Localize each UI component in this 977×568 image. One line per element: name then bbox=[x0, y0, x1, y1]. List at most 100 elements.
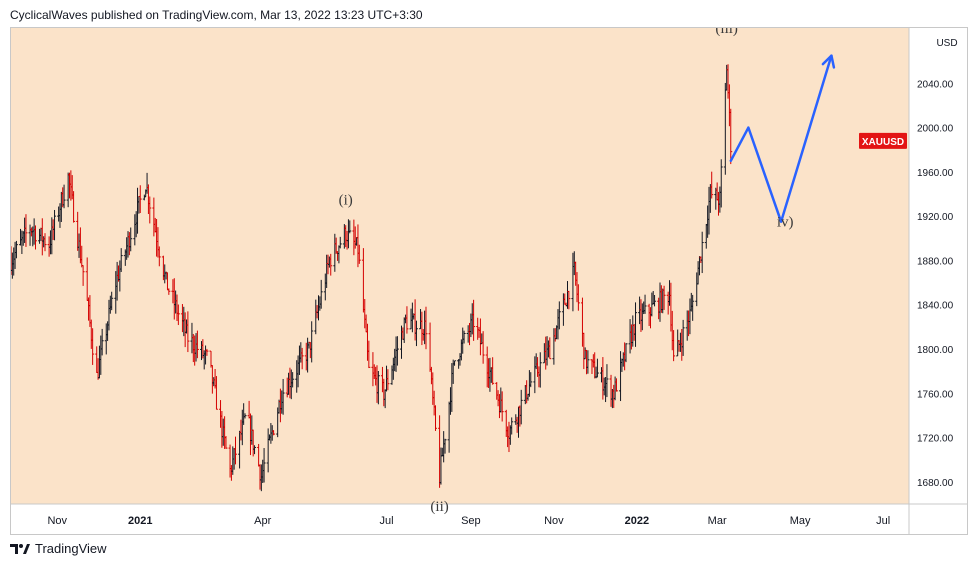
ohlc-bar bbox=[81, 264, 85, 286]
ohlc-bar bbox=[205, 348, 209, 356]
y-tick-label: 2000.00 bbox=[917, 124, 954, 135]
x-tick-label: Apr bbox=[254, 515, 271, 527]
ohlc-bar bbox=[167, 288, 171, 295]
y-tick-label: 1760.00 bbox=[917, 389, 954, 400]
ohlc-bar bbox=[672, 330, 676, 362]
x-tick-label: Jul bbox=[876, 515, 890, 527]
ohlc-bar bbox=[14, 240, 18, 259]
ohlc-bar bbox=[348, 220, 352, 234]
symbol-price-tag bbox=[859, 132, 907, 149]
x-tick-label: Mar bbox=[708, 515, 727, 527]
ohlc-bar bbox=[557, 301, 561, 330]
ohlc-bar bbox=[319, 279, 323, 309]
ohlc-bar bbox=[643, 294, 647, 314]
y-tick-label: 1920.00 bbox=[917, 212, 954, 223]
x-tick-label: Nov bbox=[544, 515, 564, 527]
ohlc-bar bbox=[138, 185, 142, 213]
ohlc-bar bbox=[110, 291, 114, 311]
symbol-label: XAUUSD bbox=[862, 137, 904, 148]
ohlc-bar bbox=[300, 347, 304, 370]
ohlc-bar bbox=[691, 294, 695, 321]
ohlc-bar bbox=[129, 227, 133, 252]
ohlc-bar bbox=[281, 378, 285, 415]
ohlc-bar bbox=[653, 295, 657, 307]
ohlc-bar bbox=[681, 319, 685, 356]
wave-label: (iii) bbox=[715, 28, 738, 37]
y-tick-label: 1880.00 bbox=[917, 256, 954, 267]
ohlc-bar bbox=[538, 352, 542, 388]
ohlc-bar bbox=[519, 389, 523, 425]
ohlc-bar bbox=[481, 331, 485, 364]
ohlc-bar bbox=[624, 343, 628, 363]
ohlc-bar bbox=[234, 436, 237, 465]
ohlc-bar bbox=[72, 191, 76, 223]
ohlc-bar bbox=[595, 358, 599, 378]
ohlc-bar bbox=[500, 391, 504, 422]
ohlc-bar bbox=[710, 171, 714, 199]
x-tick-label: Nov bbox=[47, 515, 67, 527]
ohlc-bar bbox=[567, 290, 571, 310]
ohlc-bar bbox=[24, 214, 28, 247]
ohlc-bar bbox=[119, 248, 123, 272]
ohlc-bar bbox=[338, 236, 342, 249]
ohlc-bar bbox=[386, 369, 390, 391]
ohlc-bar bbox=[253, 445, 257, 455]
ohlc-bar bbox=[548, 337, 552, 360]
ohlc-bar bbox=[262, 448, 266, 483]
ohlc-bar bbox=[424, 306, 428, 350]
ohlc-bar bbox=[272, 430, 276, 436]
wave-label: (i) bbox=[339, 193, 353, 209]
ohlc-bar bbox=[729, 108, 733, 165]
ohlc-bar bbox=[719, 159, 723, 208]
ohlc-bar bbox=[148, 196, 152, 224]
chart-frame[interactable]: 1680.00 1720.00 1760.00 1800.00 1840.00 1880.… bbox=[10, 27, 968, 535]
projection-path bbox=[729, 54, 833, 223]
y-tick-label: 1800.00 bbox=[917, 345, 954, 356]
ohlc-bar bbox=[62, 184, 66, 209]
ohlc-bar bbox=[91, 328, 95, 365]
ohlc-bar bbox=[376, 370, 380, 405]
y-tick-label: 1960.00 bbox=[917, 168, 954, 179]
ohlc-bar bbox=[186, 311, 190, 353]
ohlc-bar bbox=[491, 357, 495, 385]
ohlc-bar bbox=[472, 299, 476, 341]
ohlc-bar bbox=[414, 320, 418, 347]
ohlc-bar bbox=[405, 306, 409, 334]
ohlc-bar bbox=[224, 436, 228, 449]
tradingview-logo[interactable]: TradingView bbox=[10, 541, 107, 556]
ohlc-bar bbox=[443, 438, 447, 454]
x-tick-label: May bbox=[790, 515, 811, 527]
ohlc-bar bbox=[100, 328, 104, 356]
ohlc-bar bbox=[43, 233, 47, 252]
wave-label: (ii) bbox=[430, 499, 448, 515]
ohlc-bar bbox=[243, 413, 247, 419]
y-tick-label: 1680.00 bbox=[917, 478, 954, 489]
x-tick-label: Jul bbox=[379, 515, 393, 527]
ohlc-bar bbox=[53, 209, 57, 241]
ohlc-bar bbox=[195, 330, 199, 359]
x-tick-label: 2022 bbox=[625, 515, 649, 527]
ohlc-bar bbox=[176, 304, 180, 326]
x-tick-label: 2021 bbox=[128, 515, 152, 527]
ohlc-bar bbox=[214, 376, 218, 410]
ohlc-bar bbox=[291, 372, 295, 388]
plot-area bbox=[11, 28, 909, 504]
ohlc-bar bbox=[700, 231, 704, 274]
projection-arrowhead bbox=[821, 54, 836, 69]
ohlc-bar bbox=[357, 244, 361, 264]
y-tick-label: 1720.00 bbox=[917, 434, 954, 445]
ohlc-bar bbox=[434, 405, 438, 431]
ohlc-bar bbox=[33, 225, 37, 250]
ohlc-bar bbox=[510, 417, 514, 435]
currency-label: USD bbox=[936, 38, 957, 49]
ohlc-bar bbox=[157, 246, 161, 267]
tradingview-logo-icon bbox=[10, 543, 30, 554]
wave-label: iv) bbox=[777, 215, 794, 231]
ohlc-bar bbox=[662, 285, 666, 310]
publish-info: CyclicalWaves published on TradingView.c… bbox=[10, 8, 423, 22]
ohlc-bar bbox=[634, 302, 638, 347]
ohlc-bar bbox=[462, 330, 466, 344]
ohlc-bar bbox=[453, 360, 457, 366]
ohlc-bar bbox=[329, 253, 333, 276]
price-chart[interactable]: 1680.00 1720.00 1760.00 1800.00 1840.00 1880.… bbox=[11, 28, 967, 534]
